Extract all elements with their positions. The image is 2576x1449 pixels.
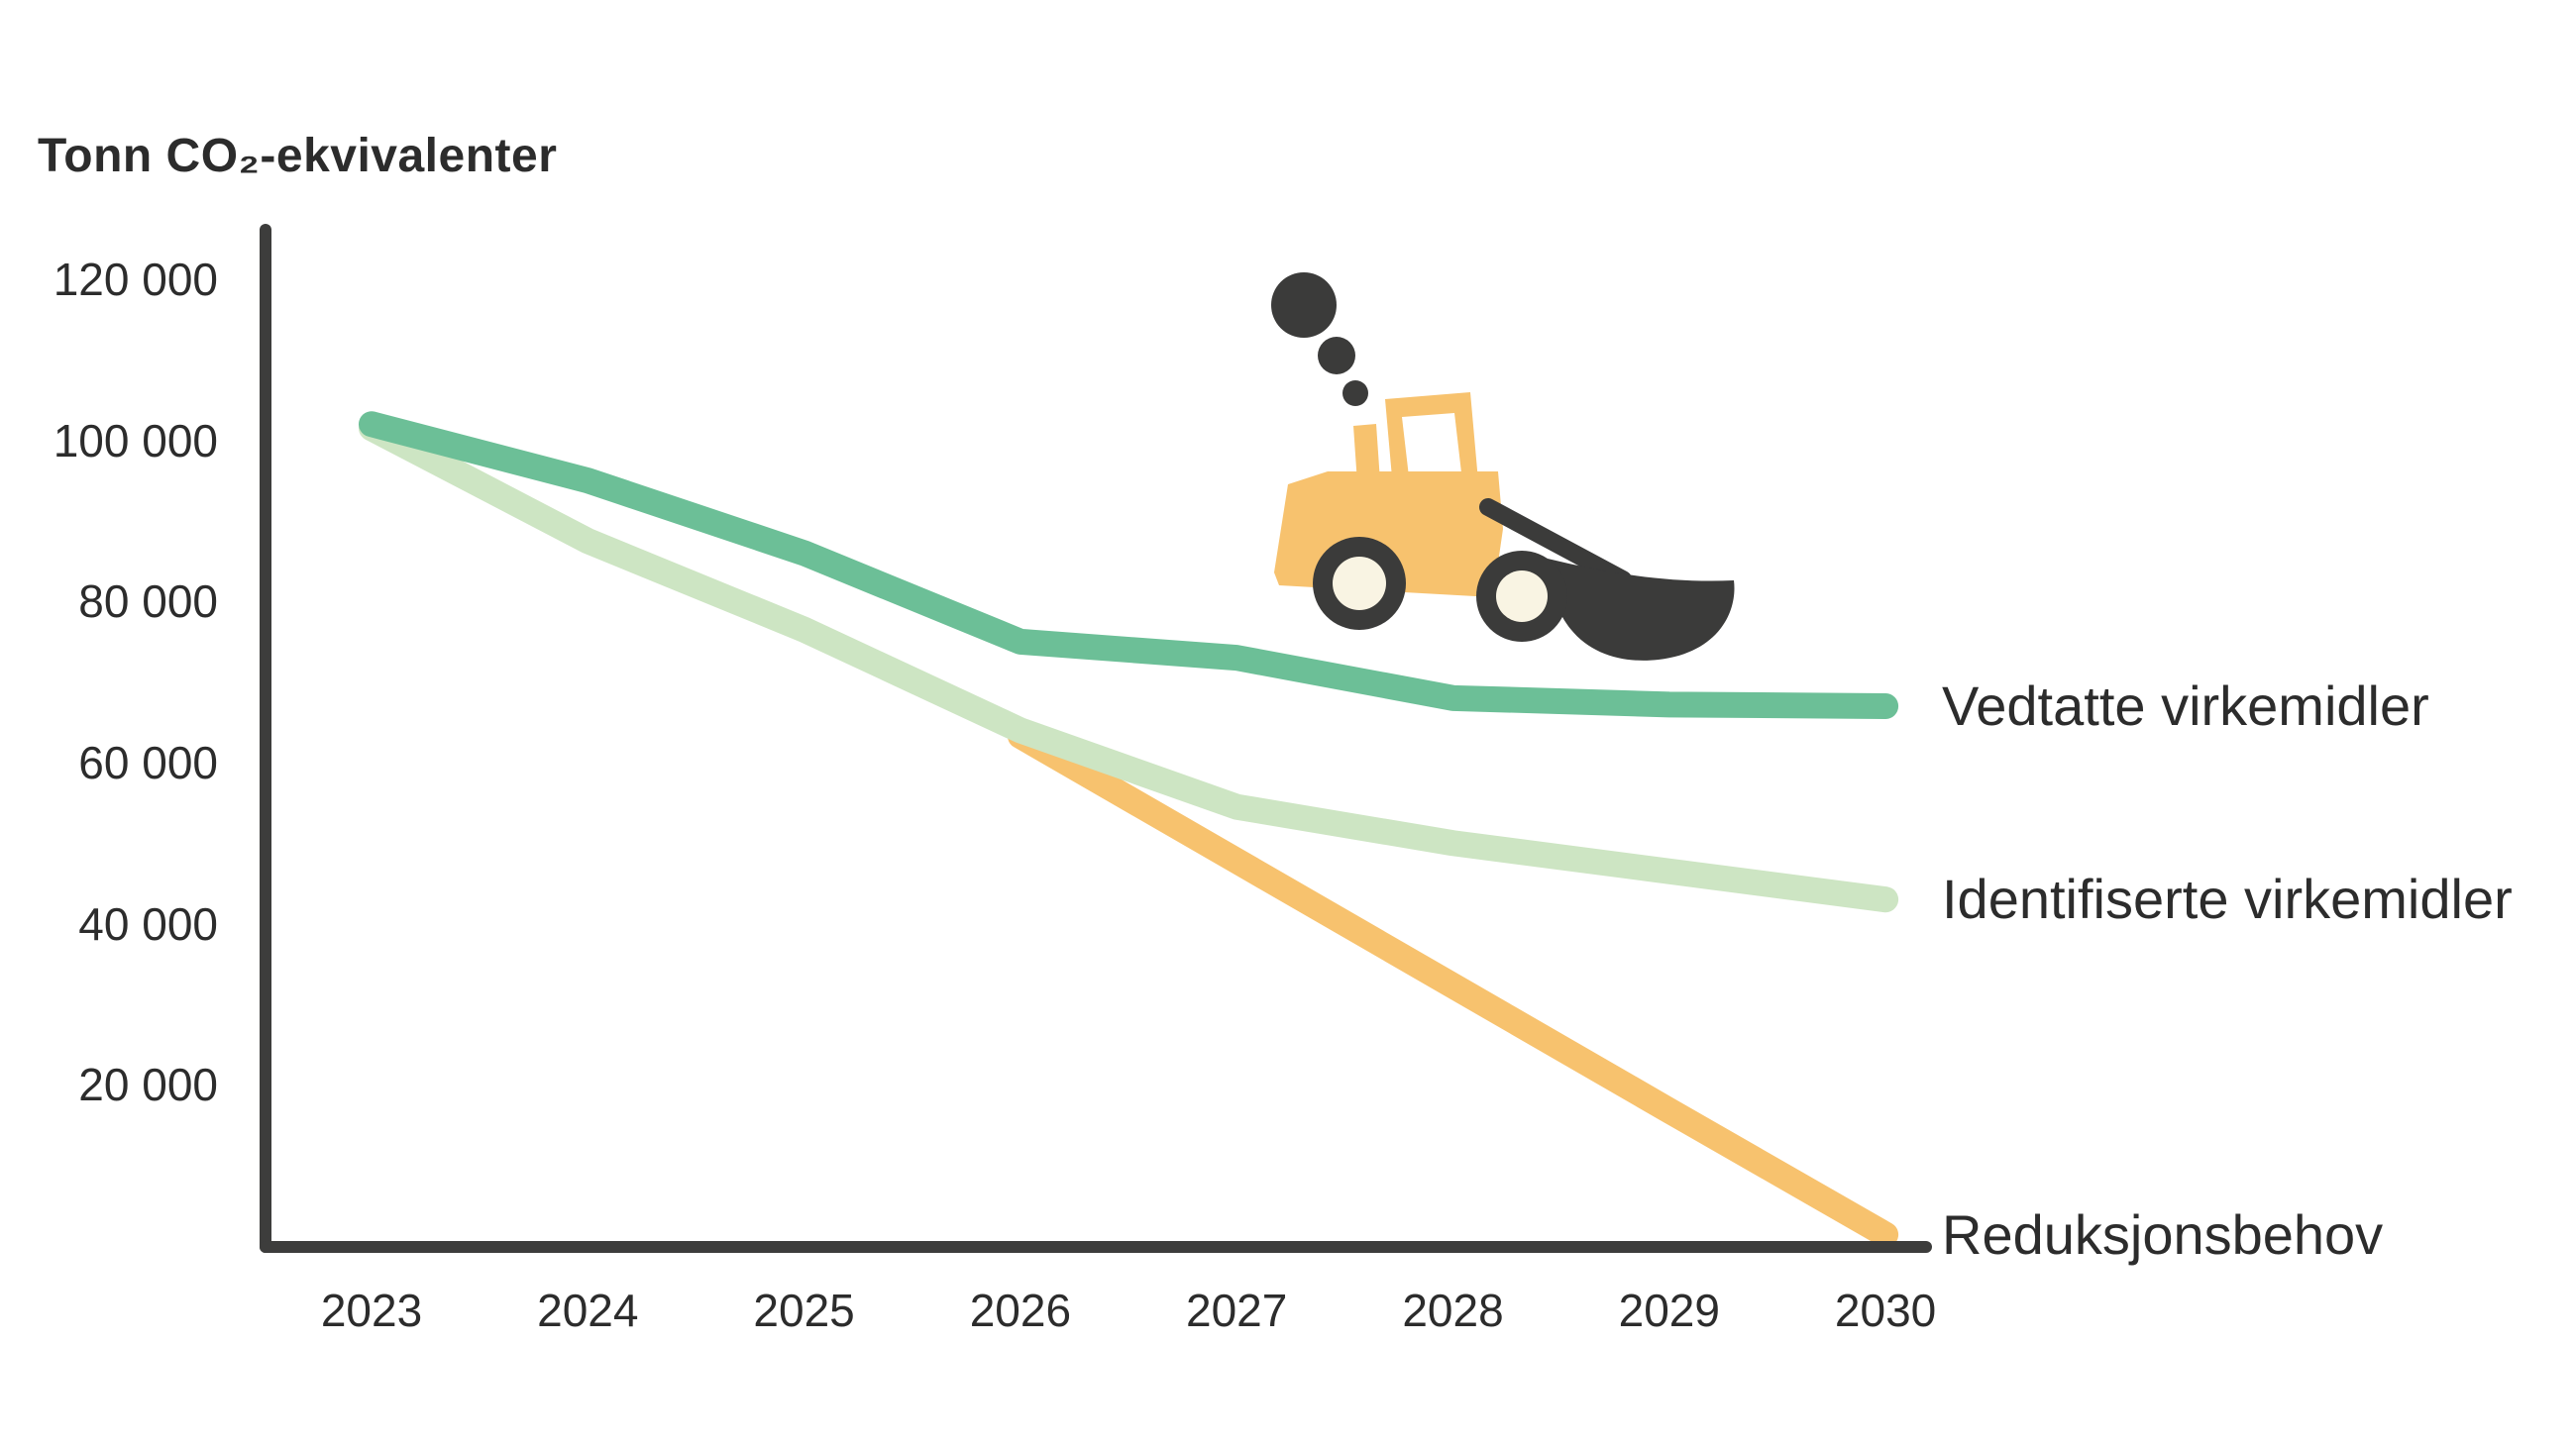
smoke-puff-large [1271, 272, 1337, 338]
x-tick-label: 2029 [1618, 1285, 1720, 1336]
x-tick-label: 2025 [753, 1285, 855, 1336]
legend-reduksjonsbehov: Reduksjonsbehov [1942, 1202, 2384, 1266]
y-tick-label: 60 000 [78, 736, 218, 788]
x-tick-label: 2026 [969, 1285, 1072, 1336]
tractor-illustration [1271, 272, 1735, 661]
front-hub [1496, 570, 1548, 622]
y-tick-label: 120 000 [53, 253, 218, 305]
x-tick-label: 2023 [320, 1285, 423, 1336]
exhaust-smoke-icon [1271, 272, 1368, 406]
smoke-puff-small [1342, 380, 1368, 406]
series-lines [359, 411, 1899, 1248]
x-tick-label: 2028 [1402, 1285, 1504, 1336]
x-tick-label: 2027 [1186, 1285, 1288, 1336]
smoke-puff-medium [1318, 337, 1355, 374]
y-tick-label: 20 000 [78, 1059, 218, 1111]
y-tick-label: 80 000 [78, 575, 218, 628]
tractor-bucket-arm [1479, 498, 1632, 588]
tractor-front-wheel [1476, 551, 1567, 642]
legend-vedtatte-virkemidler: Vedtatte virkemidler [1942, 673, 2429, 737]
series-line-identifiserte-virkemidler [359, 415, 1899, 913]
legend-identifiserte-virkemidler: Identifiserte virkemidler [1942, 868, 2513, 931]
axes [260, 224, 1932, 1253]
tractor-bucket [1548, 559, 1735, 661]
series-line-vedtatte-virkemidler [359, 411, 1899, 719]
tractor-cab-window [1402, 413, 1462, 485]
y-tick-label: 40 000 [78, 897, 218, 950]
rear-hub [1333, 557, 1386, 610]
chart-title: Tonn CO₂-ekvivalenter [38, 130, 558, 182]
x-tick-label: 2030 [1834, 1285, 1937, 1336]
series-line-reduksjonsbehov [1007, 723, 1899, 1248]
tractor-exhaust-pipe [1353, 424, 1380, 483]
tractor-rear-wheel [1313, 537, 1406, 630]
y-tick-label: 100 000 [53, 414, 218, 466]
x-tick-label: 2024 [537, 1285, 639, 1336]
